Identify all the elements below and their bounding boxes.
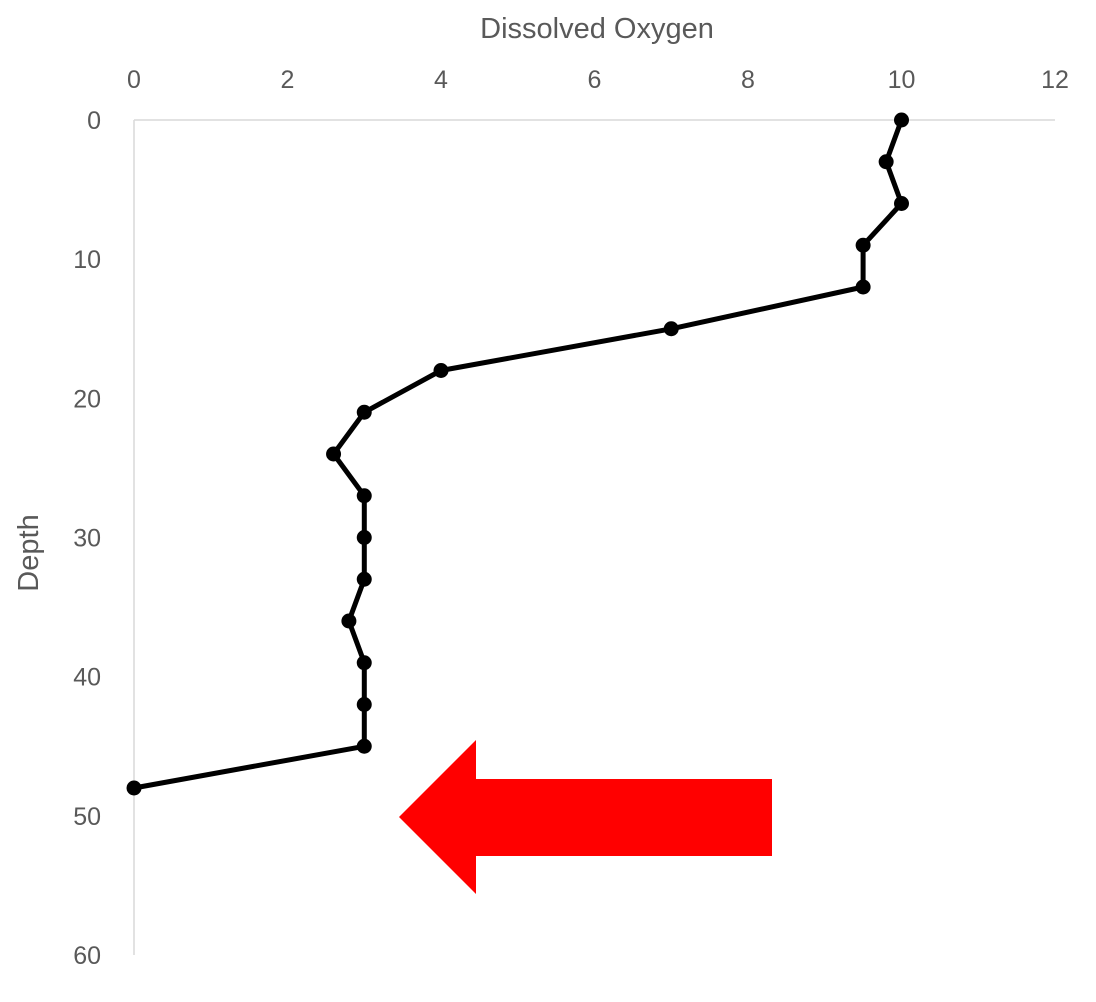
data-point bbox=[126, 780, 142, 796]
x-tick-labels: 0 2 4 6 8 10 12 bbox=[127, 66, 1069, 94]
x-tick-label: 2 bbox=[281, 66, 295, 94]
data-point bbox=[433, 363, 449, 378]
data-point bbox=[356, 655, 372, 671]
y-axis-title: Depth bbox=[13, 514, 45, 591]
data-point bbox=[855, 237, 871, 253]
data-point bbox=[855, 279, 871, 295]
data-point bbox=[356, 738, 372, 754]
red-arrow-annotation bbox=[399, 740, 772, 894]
y-tick-label: 30 bbox=[73, 525, 101, 553]
y-tick-label: 60 bbox=[73, 942, 101, 970]
series-line bbox=[131, 117, 904, 791]
x-tick-label: 0 bbox=[127, 66, 141, 94]
y-tick-label: 0 bbox=[87, 107, 101, 135]
x-tick-label: 12 bbox=[1041, 66, 1069, 94]
data-point bbox=[356, 404, 372, 420]
y-tick-label: 20 bbox=[73, 385, 101, 413]
y-tick-label: 40 bbox=[73, 664, 101, 692]
y-tick-labels: 0 10 20 30 40 50 60 bbox=[73, 107, 101, 970]
x-tick-label: 10 bbox=[888, 66, 916, 94]
y-tick-label: 10 bbox=[73, 246, 101, 274]
x-tick-label: 6 bbox=[588, 66, 602, 94]
data-point bbox=[356, 571, 372, 587]
data-point bbox=[341, 613, 357, 629]
data-point bbox=[326, 446, 342, 462]
data-point bbox=[356, 697, 372, 712]
data-point bbox=[878, 154, 894, 170]
data-point bbox=[894, 112, 909, 128]
data-point bbox=[894, 196, 909, 211]
data-point bbox=[663, 321, 679, 337]
series-group bbox=[126, 112, 909, 796]
data-point bbox=[356, 488, 372, 504]
x-tick-label: 4 bbox=[434, 66, 448, 94]
data-point bbox=[356, 530, 372, 545]
x-tick-label: 8 bbox=[741, 66, 755, 94]
x-axis-title: Dissolved Oxygen bbox=[480, 13, 714, 45]
y-tick-label: 50 bbox=[73, 803, 101, 831]
